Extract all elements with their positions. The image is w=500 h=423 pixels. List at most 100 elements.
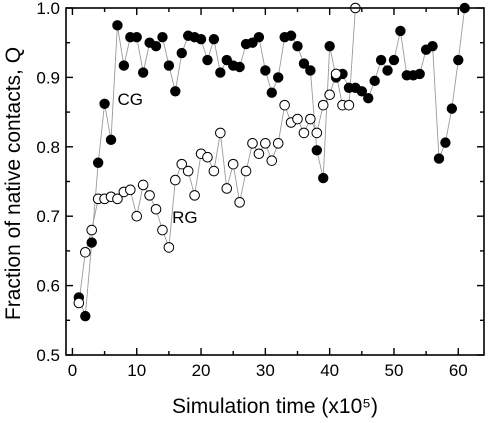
- cg-point: [433, 153, 445, 164]
- x-axis-title: Simulation time (x10⁵): [172, 395, 378, 418]
- rg-point: [163, 242, 175, 253]
- cg-point: [388, 54, 400, 66]
- cg-point: [266, 87, 277, 98]
- cg-point: [112, 20, 123, 31]
- cg-point: [163, 60, 175, 71]
- x-tick-label: 0: [68, 361, 77, 380]
- cg-point: [305, 65, 316, 76]
- rg-point: [266, 155, 278, 166]
- rg-point: [215, 127, 226, 139]
- cg-point: [260, 65, 271, 76]
- y-axis-ticks: 0.5 0.6 0.7 0.8 0.9 1.0: [36, 0, 484, 365]
- rg-point: [311, 127, 323, 139]
- y-axis-title: Fraction of native contacts, Q: [2, 47, 25, 320]
- rg-point: [221, 183, 233, 194]
- x-axis-ticks: 0 10 20 30 40 50 60: [68, 8, 468, 380]
- cg-point: [382, 65, 393, 76]
- rg-point: [234, 197, 245, 208]
- cg-point: [273, 72, 284, 83]
- y-tick-label: 0.5: [36, 346, 60, 365]
- rg-point: [79, 246, 91, 258]
- rg-point: [227, 158, 239, 170]
- cg-point: [446, 103, 458, 114]
- rg-point: [112, 193, 123, 205]
- cg-point: [234, 61, 245, 73]
- rg-point: [157, 224, 168, 236]
- cg-point: [318, 172, 329, 184]
- x-tick-label: 60: [449, 361, 468, 380]
- y-tick-label: 0.9: [36, 68, 60, 87]
- rg-point: [253, 148, 265, 160]
- cg-point: [427, 40, 438, 52]
- series-annotation-cg: CG: [117, 90, 143, 109]
- rg-point: [150, 203, 162, 215]
- cg-point: [105, 134, 117, 146]
- cg-point: [356, 86, 368, 97]
- cg-point: [80, 310, 91, 322]
- rg-point: [86, 224, 98, 236]
- rg-point: [125, 184, 136, 196]
- y-tick-label: 0.8: [36, 138, 60, 157]
- data-points: [73, 2, 470, 322]
- cg-point: [170, 86, 181, 97]
- cg-point: [131, 31, 142, 43]
- cg-point: [311, 145, 323, 156]
- cg-point: [440, 137, 451, 148]
- y-tick-label: 0.6: [36, 277, 60, 296]
- rg-point: [73, 297, 85, 309]
- rg-point: [240, 165, 252, 177]
- cg-point: [363, 93, 374, 104]
- y-tick-label: 1.0: [36, 0, 60, 18]
- x-tick-label: 10: [127, 361, 146, 380]
- cg-point: [208, 34, 220, 45]
- cg-point: [118, 60, 130, 71]
- rg-point: [272, 138, 284, 149]
- cg-point: [369, 75, 380, 87]
- cg-point: [453, 54, 464, 66]
- rg-point: [144, 190, 155, 201]
- cg-point: [176, 47, 187, 59]
- cg-point: [253, 31, 265, 43]
- cg-point: [395, 25, 406, 37]
- rg-point: [131, 210, 143, 222]
- rg-point: [279, 99, 290, 111]
- cg-point: [285, 30, 297, 41]
- rg-point: [208, 165, 220, 177]
- rg-point: [137, 179, 149, 191]
- cg-point: [414, 68, 425, 80]
- cg-point: [137, 67, 149, 78]
- cg-point: [292, 40, 303, 52]
- rg-point: [260, 138, 271, 149]
- cg-point: [298, 58, 310, 69]
- rg-point: [202, 151, 213, 163]
- series-annotation-rg: RG: [172, 208, 198, 227]
- cg-point: [215, 67, 226, 78]
- rg-point: [182, 165, 194, 177]
- cg-point: [157, 31, 168, 43]
- plot-frame: [65, 7, 485, 356]
- cg-point: [375, 54, 387, 66]
- rg-point: [317, 99, 329, 111]
- rg-point: [170, 174, 181, 186]
- x-tick-label: 40: [320, 361, 339, 380]
- cg-point: [99, 98, 110, 109]
- x-tick-label: 50: [385, 361, 404, 380]
- rg-point: [330, 68, 342, 80]
- x-tick-label: 30: [256, 361, 275, 380]
- y-tick-label: 0.7: [36, 207, 60, 226]
- rg-point: [298, 127, 310, 139]
- cg-point: [150, 40, 162, 52]
- cg-point: [202, 54, 213, 66]
- series-annotations: CG RG: [117, 90, 197, 227]
- cg-point: [324, 40, 335, 52]
- x-tick-label: 20: [192, 361, 211, 380]
- rg-series-line: [78, 7, 356, 304]
- rg-point: [324, 89, 335, 101]
- rg-point: [189, 190, 200, 201]
- axes: 0 10 20 30 40 50 60 0.5 0.6 0.7 0.8 0.9 1.0: [36, 0, 485, 380]
- rg-point: [176, 158, 188, 170]
- cg-point: [92, 157, 104, 168]
- rg-point: [343, 99, 355, 111]
- rg-point: [305, 113, 316, 125]
